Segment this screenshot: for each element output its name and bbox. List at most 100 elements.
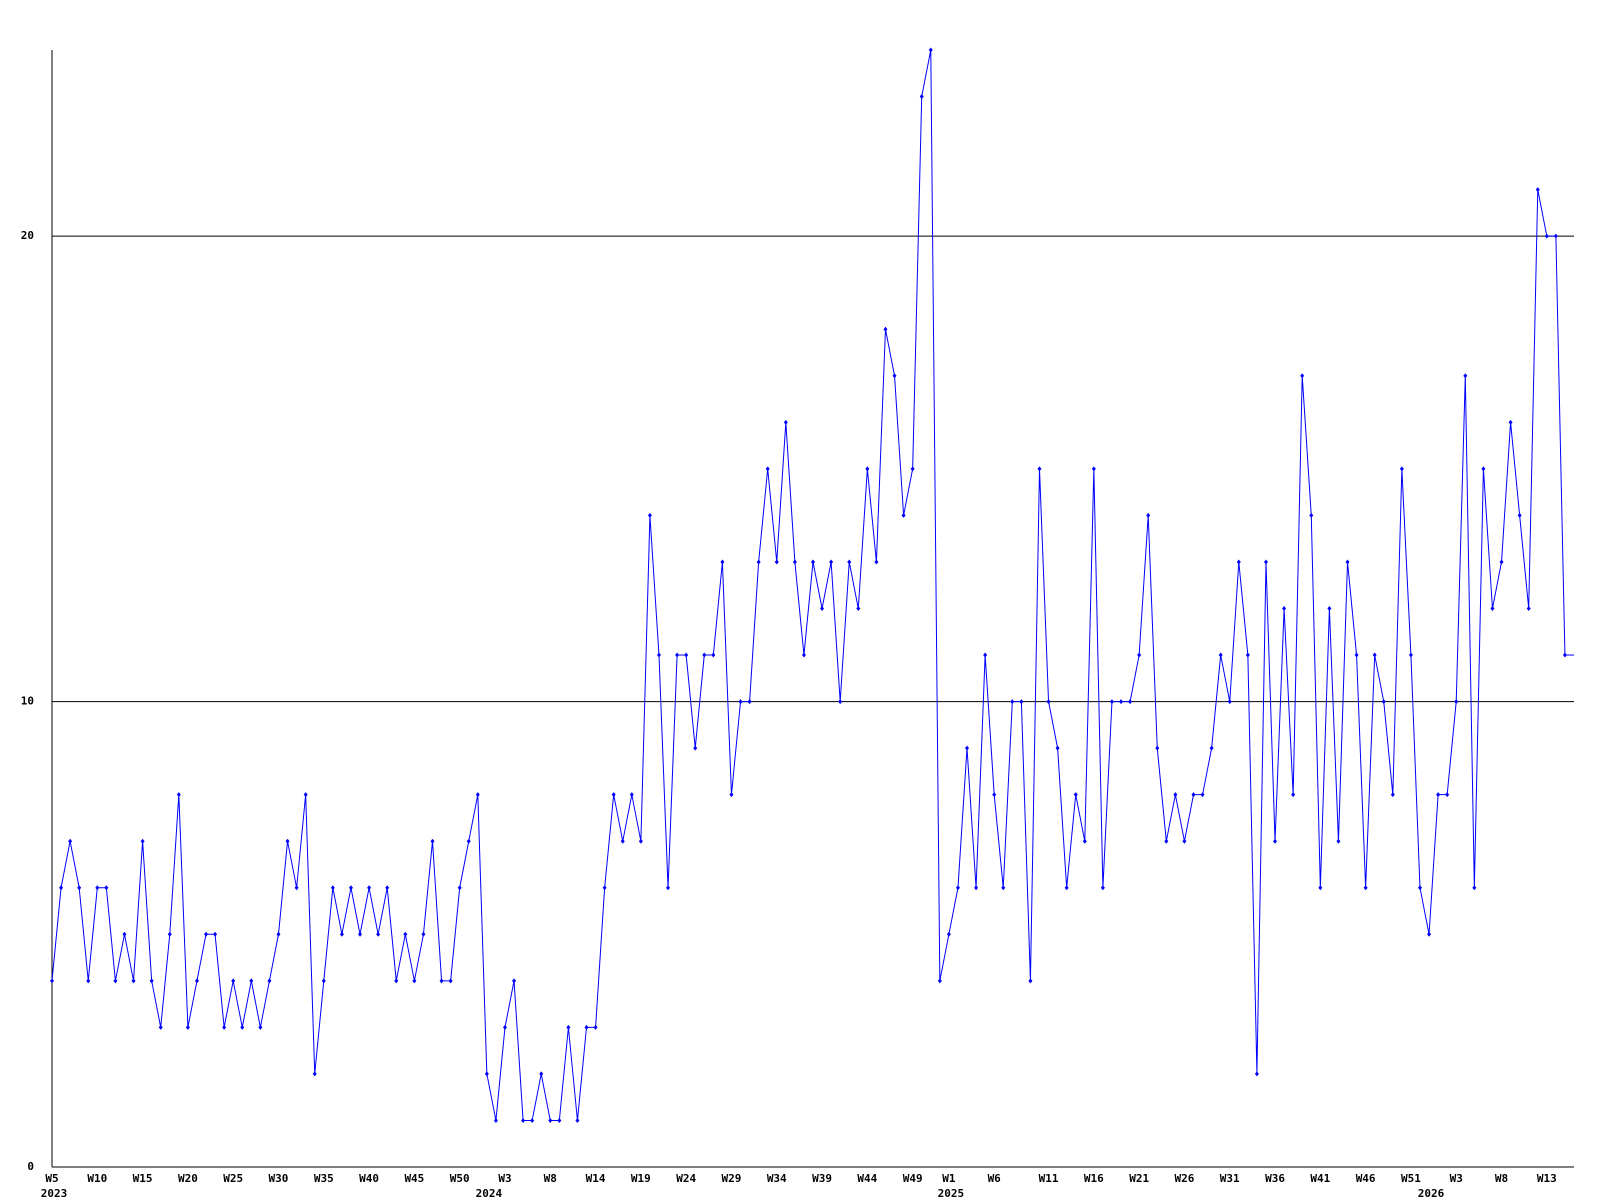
data-point	[1291, 792, 1296, 798]
x-tick-label: W19	[631, 1172, 651, 1185]
x-tick-label: W5	[45, 1172, 58, 1185]
data-point	[638, 838, 643, 844]
data-point	[1046, 699, 1051, 705]
data-point	[376, 931, 381, 937]
data-point	[421, 931, 426, 937]
data-point	[1309, 512, 1314, 518]
x-tick-label: W34	[767, 1172, 787, 1185]
data-point	[484, 1071, 489, 1077]
data-point	[1128, 699, 1133, 705]
data-point	[1010, 699, 1015, 705]
x-tick-label: W6	[988, 1172, 1002, 1185]
data-point	[1137, 652, 1142, 658]
data-point	[204, 931, 209, 937]
x-tick-label: W8	[1495, 1172, 1508, 1185]
data-point	[339, 931, 344, 937]
data-point	[838, 699, 843, 705]
data-point	[1146, 512, 1151, 518]
data-point	[403, 931, 408, 937]
data-point	[1553, 233, 1558, 239]
data-point	[512, 978, 517, 984]
data-point	[521, 1117, 526, 1123]
data-point	[358, 931, 363, 937]
x-tick-label: W16	[1084, 1172, 1104, 1185]
data-point	[729, 792, 734, 798]
data-point	[348, 885, 353, 891]
data-point	[974, 885, 979, 891]
data-point	[1499, 559, 1504, 565]
data-point	[448, 978, 453, 984]
data-point	[59, 885, 64, 891]
data-point	[847, 559, 852, 565]
data-point	[910, 466, 915, 472]
x-year-label: 2023	[41, 1187, 68, 1200]
data-point	[303, 792, 308, 798]
data-point	[1164, 838, 1169, 844]
data-point	[312, 1071, 317, 1077]
data-point	[113, 978, 118, 984]
data-point	[1463, 373, 1468, 379]
data-point	[430, 838, 435, 844]
data-point	[1562, 652, 1567, 658]
data-point	[122, 931, 127, 937]
data-point	[1354, 652, 1359, 658]
data-point	[747, 699, 752, 705]
data-point	[1327, 606, 1332, 611]
data-point	[647, 512, 652, 518]
x-tick-label: W11	[1039, 1172, 1059, 1185]
x-tick-label: W41	[1310, 1172, 1330, 1185]
data-point	[883, 326, 888, 332]
x-tick-label: W45	[404, 1172, 424, 1185]
data-point	[1236, 559, 1241, 565]
x-year-label: 2025	[938, 1187, 965, 1200]
data-point	[675, 652, 680, 658]
data-point	[702, 652, 707, 658]
data-point	[865, 466, 870, 472]
x-tick-label: W30	[269, 1172, 289, 1185]
data-point	[738, 699, 743, 705]
data-point	[1245, 652, 1250, 658]
data-point	[928, 47, 933, 53]
data-point	[1363, 885, 1368, 891]
data-point	[919, 94, 924, 100]
data-point	[222, 1024, 227, 1030]
x-tick-label: W3	[1450, 1172, 1463, 1185]
data-point	[774, 559, 779, 565]
data-point	[593, 1024, 598, 1030]
data-point	[1408, 652, 1413, 658]
x-tick-label: W20	[178, 1172, 198, 1185]
x-tick-label: W46	[1356, 1172, 1376, 1185]
data-point	[801, 652, 806, 658]
data-point	[575, 1117, 580, 1123]
x-tick-label: W10	[87, 1172, 107, 1185]
x-tick-label: W51	[1401, 1172, 1421, 1185]
data-point	[412, 978, 417, 984]
x-tick-label: W50	[450, 1172, 470, 1185]
data-point	[937, 978, 942, 984]
data-point	[176, 792, 181, 798]
data-point	[1436, 792, 1441, 798]
x-tick-label: W29	[722, 1172, 742, 1185]
data-point	[1055, 745, 1060, 751]
data-point	[1544, 233, 1549, 239]
data-point	[820, 606, 825, 611]
x-tick-label: W24	[676, 1172, 696, 1185]
x-tick-label: W35	[314, 1172, 334, 1185]
data-point	[475, 792, 480, 798]
x-tick-label: W44	[857, 1172, 877, 1185]
data-point	[367, 885, 372, 891]
data-point	[1526, 606, 1531, 611]
data-point	[321, 978, 326, 984]
data-point	[1390, 792, 1395, 798]
data-point	[1191, 792, 1196, 798]
data-point	[285, 838, 290, 844]
data-point	[955, 885, 960, 891]
data-point	[1028, 978, 1033, 984]
data-point	[68, 838, 73, 844]
data-point	[1490, 606, 1495, 611]
data-point	[629, 792, 634, 798]
data-point	[1417, 885, 1422, 891]
data-point	[756, 559, 761, 565]
data-point	[149, 978, 154, 984]
